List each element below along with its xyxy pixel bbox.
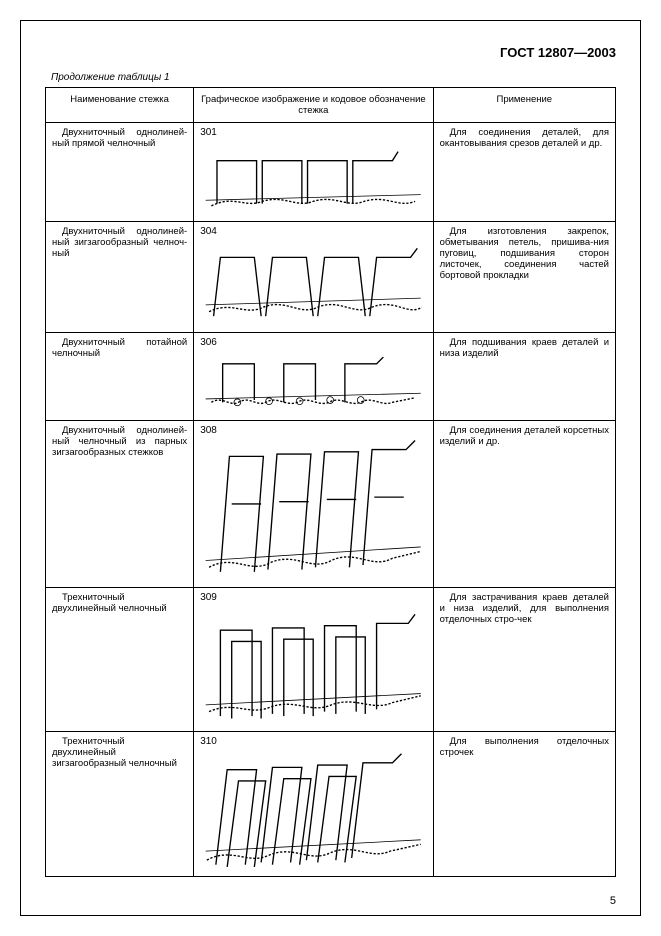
table-row: Трехниточный двухлинейный челночный 309 [46,587,616,732]
stitch-application: Для застрачивания краев деталей и низа и… [433,587,615,732]
stitch-diagram-icon [200,348,426,416]
stitch-application: Для соединения деталей, для окантовывани… [433,123,615,222]
stitch-code: 309 [200,592,217,603]
table-row: Трехниточный двухлинейный зигзагообразны… [46,732,616,877]
table-row: Двухниточный однолиней-ный челночный из … [46,420,616,587]
document-id: ГОСТ 12807—2003 [45,45,616,60]
stitch-code: 310 [200,736,217,747]
stitch-diagram-cell: 310 [194,732,433,877]
table-row: Двухниточный потайной челночный 306 [46,332,616,420]
stitch-application: Для соединения деталей корсетных изделий… [433,420,615,587]
stitch-diagram-icon [200,138,426,217]
page-number: 5 [610,895,616,907]
stitch-diagram-cell: 306 [194,332,433,420]
table-row: Двухниточный однолиней-ный прямой челноч… [46,123,616,222]
stitch-code: 301 [200,127,217,138]
stitch-diagram-icon [200,747,426,872]
stitch-code: 306 [200,337,217,348]
stitch-diagram-icon [200,436,426,583]
stitch-diagram-icon [200,237,426,328]
stitch-name: Двухниточный потайной челночный [46,332,194,420]
stitch-diagram-cell: 308 [194,420,433,587]
table-caption: Продолжение таблицы 1 [45,72,616,83]
table-row: Двухниточный однолиней-ный зигзагообразн… [46,222,616,333]
stitch-name: Двухниточный однолиней-ный прямой челноч… [46,123,194,222]
header-application: Применение [433,88,615,123]
stitch-name: Трехниточный двухлинейный зигзагообразны… [46,732,194,877]
stitch-application: Для изготовления закрепок, обметывания п… [433,222,615,333]
stitch-application: Для подшивания краев деталей и низа изде… [433,332,615,420]
header-name: Наименование стежка [46,88,194,123]
header-image: Графическое изображение и кодовое обозна… [194,88,433,123]
stitch-diagram-icon [200,603,426,728]
stitch-diagram-cell: 304 [194,222,433,333]
stitch-application: Для выполнения отделочных строчек [433,732,615,877]
stitch-code: 308 [200,425,217,436]
stitch-name: Двухниточный однолиней-ный зигзагообразн… [46,222,194,333]
stitch-code: 304 [200,226,217,237]
stitch-table: Наименование стежка Графическое изображе… [45,87,616,877]
stitch-diagram-cell: 301 [194,123,433,222]
stitch-diagram-cell: 309 [194,587,433,732]
stitch-name: Двухниточный однолиней-ный челночный из … [46,420,194,587]
stitch-name: Трехниточный двухлинейный челночный [46,587,194,732]
